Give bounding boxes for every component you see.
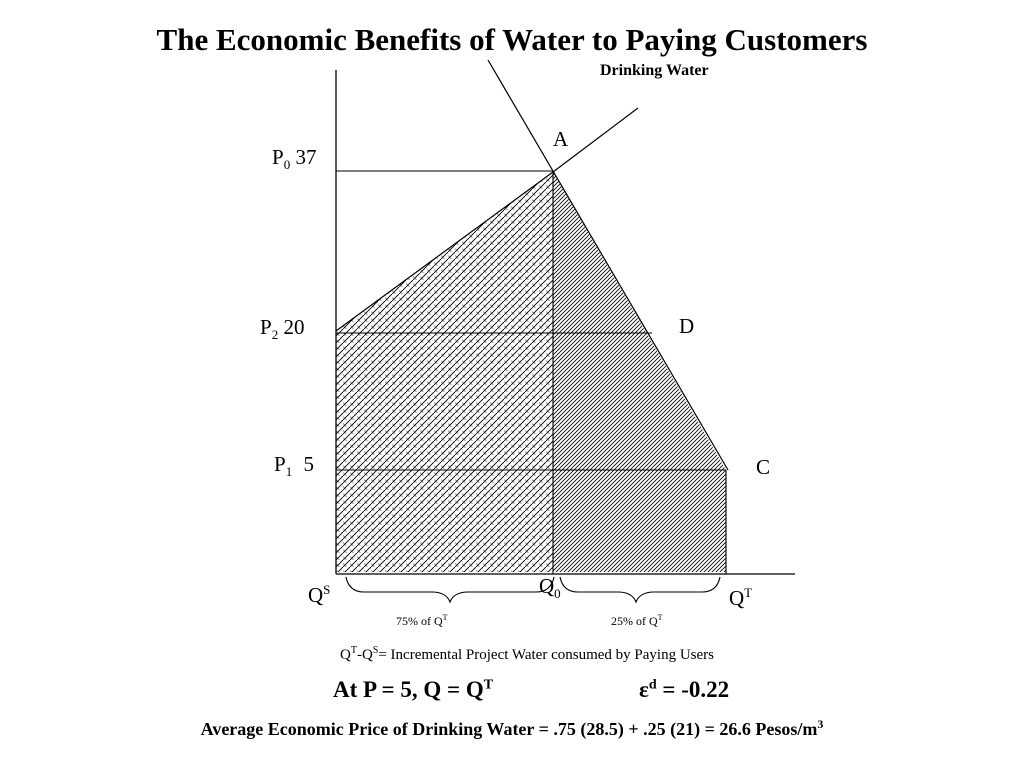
supply-curve-upper: [552, 107, 639, 173]
eq-sup1: T: [350, 645, 357, 656]
p0-letter: P: [272, 145, 284, 169]
brace-right: [559, 576, 721, 604]
page-title: The Economic Benefits of Water to Paying…: [156, 22, 868, 57]
brace-left: [345, 576, 555, 604]
price-condition: At P = 5, Q = QT: [333, 677, 493, 703]
incremental-water-note: QT-QS= Incremental Project Water consume…: [340, 645, 714, 664]
p2-value: 20: [283, 315, 305, 339]
q0-subscript: 0: [554, 586, 561, 602]
elasticity-symbol: ε: [639, 677, 649, 702]
price-label-p0: P0 37: [272, 145, 316, 173]
demand-curve: [487, 59, 729, 471]
elasticity-superscript: d: [648, 677, 657, 693]
qs-superscript: S: [323, 582, 331, 597]
brace-label-left: 75% of QT: [396, 613, 448, 629]
price-label-p2: P2 20: [260, 315, 304, 343]
eq-dash-q: -Q: [356, 647, 373, 663]
elasticity-text: = -0.22: [656, 677, 730, 702]
quantity-label-qt: QT: [729, 585, 752, 611]
qs-letter: Q: [308, 583, 324, 607]
p1-letter: P: [274, 452, 286, 476]
p1-value: 5: [303, 452, 314, 476]
consumer-benefit-area-incremental: [553, 172, 726, 572]
qt-letter: Q: [729, 586, 745, 610]
brace-right-superscript: T: [657, 613, 663, 622]
brace-right-text: 25% of Q: [611, 614, 658, 628]
average-price-superscript: 3: [817, 717, 824, 731]
brace-left-superscript: T: [442, 613, 448, 622]
average-price-text: Average Economic Price of Drinking Water…: [200, 719, 818, 739]
p0-value: 37: [295, 145, 317, 169]
point-label-a: A: [553, 127, 569, 151]
p1-subscript: 1: [285, 464, 293, 480]
brace-label-right: 25% of QT: [611, 613, 663, 629]
brace-left-text: 75% of Q: [396, 614, 443, 628]
point-label-c: C: [756, 455, 771, 479]
qt-superscript: T: [744, 585, 753, 600]
condition-superscript: T: [483, 677, 494, 693]
diagram-subtitle: Drinking Water: [600, 62, 709, 79]
consumer-benefit-area-existing: [336, 172, 553, 572]
quantity-label-q0: Q0: [539, 574, 561, 602]
eq-q1: Q: [340, 647, 351, 663]
point-label-d: D: [679, 314, 695, 338]
condition-text: At P = 5, Q = Q: [333, 677, 484, 702]
average-price-formula: Average Economic Price of Drinking Water…: [0, 717, 1024, 740]
p2-subscript: 2: [271, 327, 279, 343]
elasticity-value: εd = -0.22: [639, 677, 729, 703]
price-label-p1: P1 5: [274, 452, 314, 480]
quantity-label-qs: QS: [308, 582, 330, 608]
supply-curve-lower: [335, 171, 554, 332]
q0-letter: Q: [539, 574, 555, 598]
eq-sup2: S: [372, 645, 379, 656]
p2-letter: P: [260, 315, 272, 339]
p0-subscript: 0: [283, 157, 291, 173]
eq-rest: = Incremental Project Water consumed by …: [378, 647, 714, 663]
